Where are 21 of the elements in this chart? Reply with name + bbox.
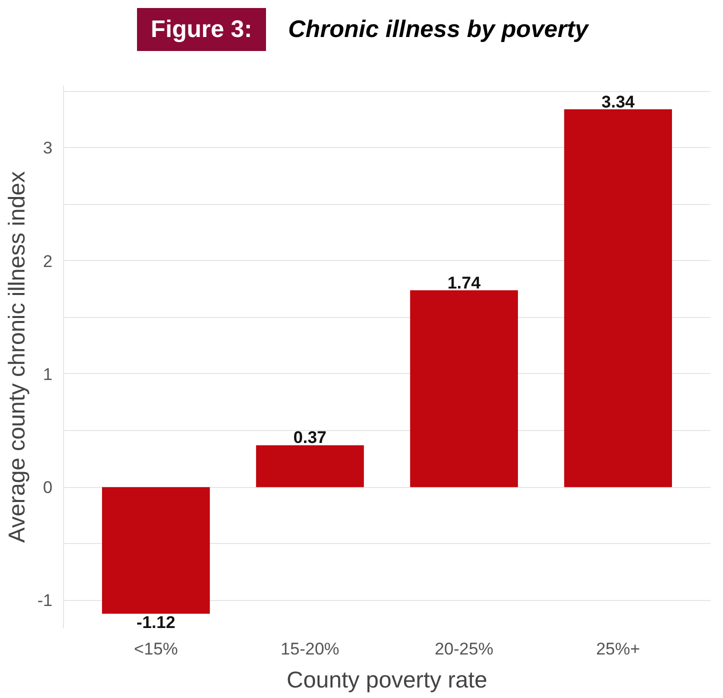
bar bbox=[102, 487, 210, 614]
y-tick-label: 3 bbox=[43, 138, 53, 158]
y-tick-label: 1 bbox=[43, 364, 53, 384]
bar bbox=[256, 445, 364, 488]
x-tick-label: 25%+ bbox=[596, 640, 640, 658]
data-label: 0.37 bbox=[293, 428, 327, 448]
chart-title: Figure 3: bbox=[136, 8, 266, 51]
y-tick-label: 0 bbox=[43, 478, 53, 498]
y-axis-title: Average county chronic illness index bbox=[3, 170, 30, 543]
data-label: -1.12 bbox=[136, 612, 176, 632]
data-label: 3.34 bbox=[602, 92, 636, 112]
chart-subtitle: Chronic illness by poverty bbox=[288, 16, 588, 43]
y-tick-label: -1 bbox=[37, 591, 53, 610]
y-tick-label: 2 bbox=[43, 252, 53, 271]
data-label: 1.74 bbox=[447, 273, 482, 292]
x-tick-label: 20-25% bbox=[434, 640, 494, 658]
x-tick-label: <15% bbox=[134, 640, 178, 658]
bar bbox=[564, 109, 672, 488]
x-axis-title: County poverty rate bbox=[286, 666, 488, 692]
x-tick-label: 15-20% bbox=[280, 640, 340, 658]
bar bbox=[410, 290, 518, 488]
